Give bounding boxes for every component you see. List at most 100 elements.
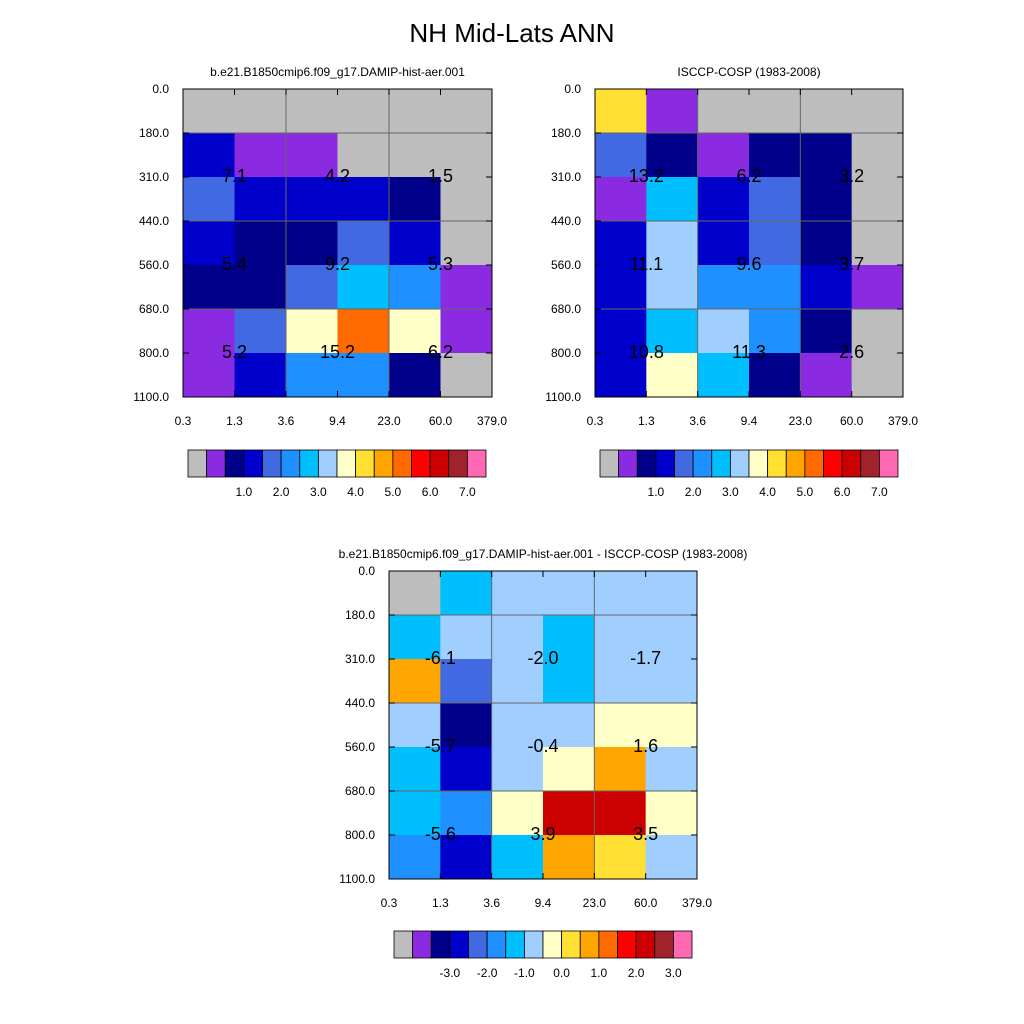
- heatmap-cell: [646, 177, 699, 222]
- cell-value-label: 5.4: [222, 254, 247, 274]
- cell-value-label: 4.2: [325, 166, 350, 186]
- heatmap-cell: [645, 659, 698, 704]
- heatmap-cell: [389, 571, 441, 616]
- y-tick-label: 800.0: [551, 346, 581, 360]
- x-tick-label: 0.3: [381, 896, 398, 910]
- panel-title: ISCCP-COSP (1983-2008): [677, 65, 820, 79]
- panel-difference: b.e21.B1850cmip6.f09_g17.DAMIP-hist-aer.…: [339, 547, 748, 980]
- heatmap-cell: [389, 353, 441, 398]
- heatmap-cell: [749, 221, 801, 266]
- colorbar-swatch: [618, 449, 638, 478]
- colorbar-swatch: [411, 449, 431, 478]
- heatmap-cell: [543, 835, 595, 880]
- colorbar-swatch: [823, 449, 843, 478]
- cell-value-label: 2.6: [839, 342, 864, 362]
- heatmap-cell: [697, 89, 750, 134]
- colorbar-swatch: [542, 930, 563, 959]
- y-tick-label: 180.0: [139, 126, 169, 140]
- x-tick-label: 1.3: [226, 414, 243, 428]
- y-tick-label: 680.0: [139, 302, 169, 316]
- heatmap-cell: [646, 309, 699, 354]
- heatmap-cell: [697, 177, 750, 222]
- colorbar-swatch: [579, 930, 600, 959]
- colorbar-swatch: [224, 449, 245, 478]
- heatmap-cell: [697, 133, 750, 178]
- colorbar-swatch: [599, 449, 620, 478]
- heatmap-cell: [337, 89, 390, 134]
- heatmap-cell: [337, 353, 390, 398]
- colorbar-swatch: [785, 449, 806, 478]
- heatmap-cell: [440, 571, 493, 616]
- colorbar-label: -2.0: [477, 966, 498, 980]
- x-tick-label: 60.0: [429, 414, 453, 428]
- heatmap-cell: [594, 659, 647, 704]
- heatmap-cell: [543, 571, 595, 616]
- heatmap-cell: [389, 615, 441, 660]
- heatmap-cell: [749, 177, 801, 222]
- cell-value-label: -1.7: [630, 648, 661, 668]
- heatmap-cell: [389, 659, 441, 704]
- colorbar-swatch: [449, 930, 469, 959]
- heatmap-cell: [697, 221, 750, 266]
- heatmap-cell: [183, 221, 235, 266]
- x-tick-label: 1.3: [432, 896, 449, 910]
- heatmap-cell: [491, 835, 544, 880]
- heatmap-cell: [286, 309, 338, 354]
- heatmap-cell: [491, 571, 544, 616]
- heatmap-cell: [183, 133, 235, 178]
- colorbar-swatch: [373, 449, 394, 478]
- heatmap-cell: [543, 659, 595, 704]
- heatmap-cell: [851, 309, 904, 354]
- heatmap-cell: [440, 703, 493, 748]
- x-tick-label: 379.0: [477, 414, 507, 428]
- cell-value-label: 1.5: [428, 166, 453, 186]
- heatmap-cell: [183, 177, 235, 222]
- colorbar-swatch: [393, 930, 414, 959]
- y-tick-label: 560.0: [345, 740, 375, 754]
- heatmap-cell: [286, 89, 338, 134]
- x-tick-label: 3.6: [483, 896, 500, 910]
- colorbar-label: 3.0: [310, 485, 327, 499]
- heatmap-cell: [389, 747, 441, 792]
- colorbar-swatch: [636, 449, 657, 478]
- heatmap-cell: [337, 309, 390, 354]
- heatmap-cell: [286, 353, 338, 398]
- heatmap-cell: [645, 703, 698, 748]
- cell-value-label: -5.7: [425, 736, 456, 756]
- heatmap-cell: [234, 309, 287, 354]
- cell-value-label: -6.1: [425, 648, 456, 668]
- heatmap-cell: [646, 133, 699, 178]
- colorbar-swatch: [355, 449, 375, 478]
- colorbar-label: 3.0: [665, 966, 682, 980]
- heatmap-cell: [595, 265, 647, 310]
- y-tick-label: 0.0: [152, 82, 169, 96]
- x-tick-label: 9.4: [741, 414, 758, 428]
- heatmap-cell: [594, 835, 647, 880]
- heatmap-cell: [440, 177, 493, 222]
- colorbar-label: 2.0: [273, 485, 290, 499]
- cell-value-label: -0.4: [527, 736, 558, 756]
- y-tick-label: 1100.0: [545, 390, 581, 404]
- colorbar-label: 2.0: [685, 485, 702, 499]
- y-tick-label: 800.0: [139, 346, 169, 360]
- heatmap-cell: [645, 615, 698, 660]
- y-tick-label: 440.0: [551, 214, 581, 228]
- colorbar-swatch: [729, 449, 750, 478]
- heatmap-cell: [851, 265, 904, 310]
- heatmap-cell: [800, 353, 853, 398]
- cell-value-label: 11.3: [732, 342, 766, 362]
- heatmap-cell: [543, 747, 595, 792]
- heatmap-cell: [594, 703, 647, 748]
- heatmap-cell: [646, 353, 699, 398]
- heatmap-cell: [337, 265, 390, 310]
- y-tick-label: 0.0: [564, 82, 581, 96]
- colorbar-swatch: [429, 449, 450, 478]
- heatmap-cell: [595, 221, 647, 266]
- heatmap-cell: [595, 177, 647, 222]
- colorbar-label: 4.0: [347, 485, 364, 499]
- colorbar-label: -1.0: [514, 966, 535, 980]
- cell-value-label: 6.2: [736, 166, 761, 186]
- colorbar-swatch: [280, 449, 301, 478]
- cell-value-label: 11.1: [629, 254, 663, 274]
- heatmap-cell: [543, 791, 595, 836]
